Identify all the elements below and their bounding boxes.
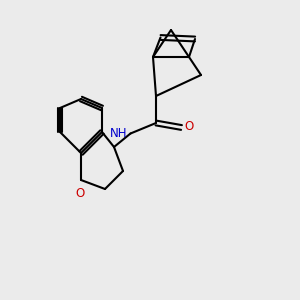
Text: O: O bbox=[75, 187, 84, 200]
Text: NH: NH bbox=[110, 127, 127, 140]
Text: O: O bbox=[184, 119, 194, 133]
